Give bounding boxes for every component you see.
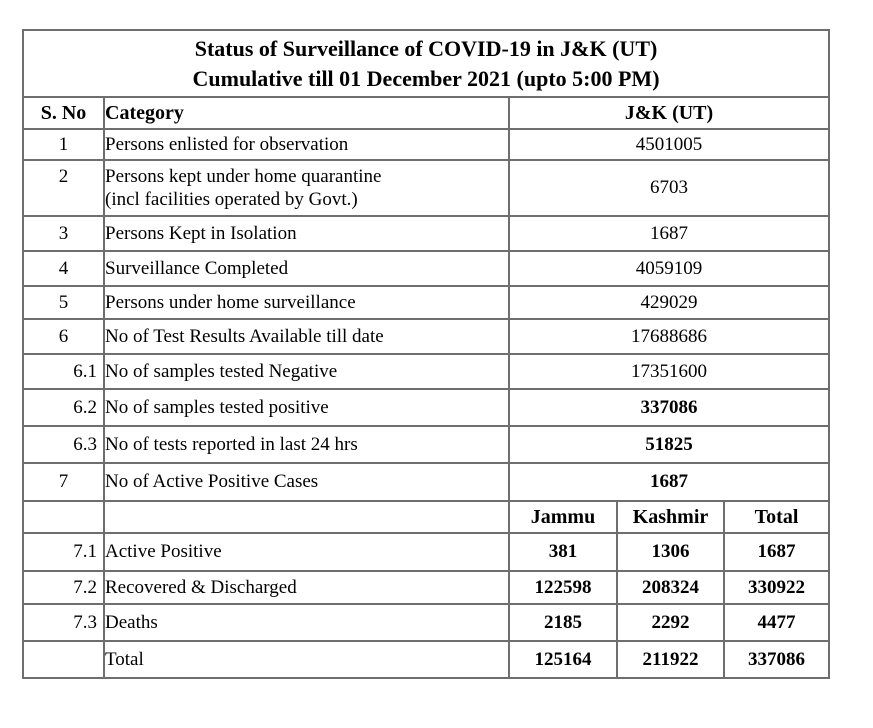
row-sno: 6 — [22, 318, 105, 356]
table-row: 2 Persons kept under home quarantine (in… — [22, 159, 831, 218]
row-value-jammu: 381 — [508, 532, 618, 573]
row-value-total: 330922 — [722, 570, 831, 606]
row-sno: 5 — [22, 285, 105, 321]
table-row: 3 Persons Kept in Isolation 1687 — [22, 215, 831, 253]
row-category: Deaths — [103, 603, 510, 643]
row-value-kashmir: 208324 — [616, 570, 725, 606]
subheader-sno-empty — [22, 500, 105, 535]
column-header-sno: S. No — [22, 96, 105, 131]
column-header-kashmir: Kashmir — [616, 500, 725, 535]
row-category: No of samples tested positive — [103, 388, 510, 428]
row-value: 1687 — [507, 462, 831, 503]
row-sno: 7.2 — [22, 570, 105, 606]
row-category: Persons enlisted for observation — [103, 128, 510, 162]
row-category: Active Positive — [103, 532, 510, 573]
row-value: 337086 — [507, 388, 831, 428]
row-category: No of samples tested Negative — [103, 353, 510, 391]
row-category-line2: (incl facilities operated by Govt.) — [105, 189, 358, 211]
column-header-jk-ut: J&K (UT) — [507, 96, 831, 131]
row-category-line1: Persons kept under home quarantine — [105, 165, 382, 187]
table-title-line2: Cumulative till 01 December 2021 (upto 5… — [192, 65, 660, 91]
table-row: 4 Surveillance Completed 4059109 — [22, 250, 831, 288]
row-value: 4501005 — [507, 128, 831, 162]
row-category: Surveillance Completed — [103, 250, 510, 288]
row-category: No of Test Results Available till date — [103, 318, 510, 356]
row-value-total: 1687 — [722, 532, 831, 573]
table-row: 5 Persons under home surveillance 429029 — [22, 285, 831, 321]
row-value: 6703 — [507, 159, 831, 218]
row-sno: 6.3 — [22, 425, 105, 465]
table-row: 7.1 Active Positive 381 1306 1687 — [22, 532, 831, 573]
subheader-category-empty — [103, 500, 510, 535]
column-header-total: Total — [722, 500, 831, 535]
row-value: 17688686 — [507, 318, 831, 356]
table-row: 7.2 Recovered & Discharged 122598 208324… — [22, 570, 831, 606]
row-value: 51825 — [507, 425, 831, 465]
column-header-category: Category — [103, 96, 510, 131]
row-sno: 7 — [22, 462, 105, 503]
row-category: Total — [103, 640, 510, 680]
row-sno — [22, 640, 105, 680]
table-row-total: Total 125164 211922 337086 — [22, 640, 831, 680]
row-value: 17351600 — [507, 353, 831, 391]
table-row: 7 No of Active Positive Cases 1687 — [22, 462, 831, 503]
row-value-kashmir: 2292 — [616, 603, 725, 643]
row-value-kashmir: 211922 — [616, 640, 725, 680]
table-row: 6 No of Test Results Available till date… — [22, 318, 831, 356]
covid-status-table: Status of Surveillance of COVID-19 in J&… — [21, 28, 831, 680]
row-value: 1687 — [507, 215, 831, 253]
row-category: No of tests reported in last 24 hrs — [103, 425, 510, 465]
column-header-jammu: Jammu — [508, 500, 618, 535]
row-category: Persons under home surveillance — [103, 285, 510, 321]
row-value: 4059109 — [507, 250, 831, 288]
row-sno: 1 — [22, 128, 105, 162]
row-sno: 7.1 — [22, 532, 105, 573]
row-value-jammu: 2185 — [508, 603, 618, 643]
row-value-jammu: 125164 — [508, 640, 618, 680]
table-title: Status of Surveillance of COVID-19 in J&… — [21, 28, 831, 99]
row-value-total: 337086 — [722, 640, 831, 680]
table-row: 1 Persons enlisted for observation 45010… — [22, 128, 831, 162]
row-value-total: 4477 — [722, 603, 831, 643]
table-title-line1: Status of Surveillance of COVID-19 in J&… — [194, 36, 658, 61]
row-value-kashmir: 1306 — [616, 532, 725, 573]
row-sno: 3 — [22, 215, 105, 253]
table-row: 6.2 No of samples tested positive 337086 — [22, 388, 831, 428]
row-category: Persons kept under home quarantine (incl… — [103, 159, 510, 218]
row-sno: 6.2 — [22, 388, 105, 428]
row-category: No of Active Positive Cases — [103, 462, 510, 503]
table-row: 6.3 No of tests reported in last 24 hrs … — [22, 425, 831, 465]
row-sno: 4 — [22, 250, 105, 288]
row-value-jammu: 122598 — [508, 570, 618, 606]
table-row: 6.1 No of samples tested Negative 173516… — [22, 353, 831, 391]
row-sno: 2 — [22, 159, 105, 218]
row-category: Persons Kept in Isolation — [103, 215, 510, 253]
row-sno: 6.1 — [22, 353, 105, 391]
table-row: 7.3 Deaths 2185 2292 4477 — [22, 603, 831, 643]
row-value: 429029 — [507, 285, 831, 321]
row-sno: 7.3 — [22, 603, 105, 643]
row-category: Recovered & Discharged — [103, 570, 510, 606]
